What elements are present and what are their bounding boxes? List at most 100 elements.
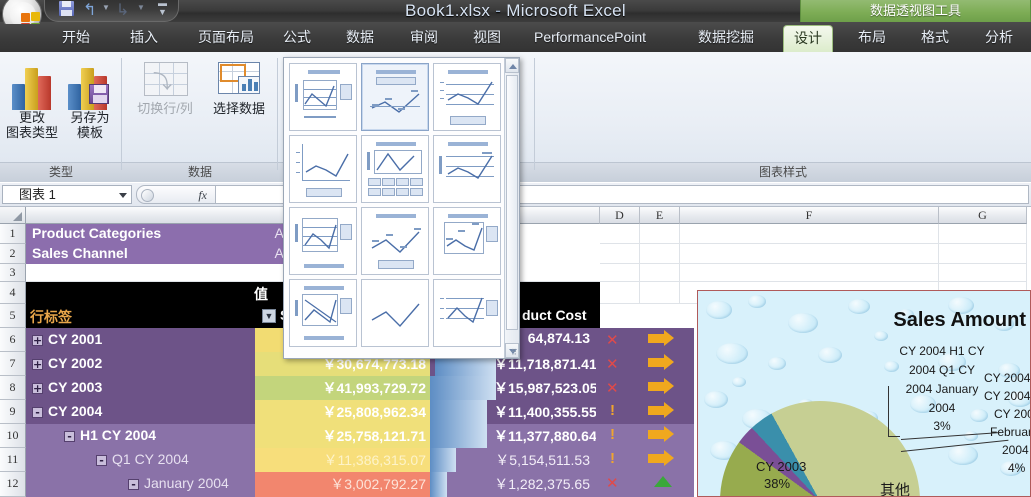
layout-thumb-7[interactable] (289, 207, 357, 275)
expander-icon[interactable]: - (96, 454, 107, 466)
name-box[interactable]: 图表 1 (2, 185, 132, 204)
sales-cell[interactable]: ￥11,386,315.07 (255, 448, 430, 472)
row-labels-filter-icon[interactable]: ▼ (262, 309, 276, 323)
table-row[interactable]: - January 2004 (26, 472, 255, 497)
expander-icon[interactable]: - (64, 430, 75, 442)
column-header-e[interactable]: E (640, 207, 680, 224)
change-chart-type-button[interactable]: 更改 图表类型 (4, 60, 60, 140)
pivot-chart[interactable]: Sales Amount CY 2003 38% 其他 CY 2004 H1 C… (697, 290, 1031, 497)
tab-page-layout[interactable]: 页面布局 (198, 29, 254, 45)
sales-cell[interactable]: ￥41,993,729.72 (255, 376, 430, 400)
expander-icon[interactable]: + (32, 381, 43, 395)
trend-cell (640, 328, 694, 352)
name-box-value: 图表 1 (19, 187, 56, 202)
trend-icon-right (664, 330, 674, 346)
row-header-2[interactable]: 2 (0, 244, 26, 264)
tab-view[interactable]: 视图 (473, 29, 501, 45)
gallery-scroll-thumb[interactable] (506, 75, 518, 330)
table-row[interactable]: + CY 2003 (26, 376, 255, 400)
redo-icon[interactable]: ↳ (116, 2, 130, 19)
tab-formulas[interactable]: 公式 (283, 29, 311, 45)
layout-thumb-10[interactable] (289, 279, 357, 347)
layout-thumb-12[interactable] (433, 279, 501, 347)
row-header-10[interactable]: 10 (0, 424, 26, 448)
office-button[interactable] (2, 0, 42, 24)
expander-icon[interactable]: - (32, 406, 43, 418)
row-header-7[interactable]: 7 (0, 352, 26, 376)
row-header-3[interactable]: 3 (0, 264, 26, 282)
name-box-dropdown-icon[interactable] (119, 193, 127, 198)
layout-thumb-8[interactable] (361, 207, 429, 275)
table-row[interactable]: - CY 2004 (26, 400, 255, 424)
filter-row-sales-channel[interactable]: Sales Channel All (26, 244, 296, 264)
sales-cell[interactable]: ￥25,758,121.71 (255, 424, 430, 448)
layout-thumb-3[interactable] (433, 63, 501, 131)
redo-dropdown-icon[interactable]: ▼ (137, 3, 145, 12)
expander-icon[interactable]: + (32, 357, 43, 371)
row-header-6[interactable]: 6 (0, 328, 26, 352)
tab-analyze[interactable]: 分析 (985, 29, 1013, 45)
gallery-scrollbar[interactable] (504, 58, 519, 358)
sales-cell[interactable]: ￥3,002,792.27 (255, 472, 430, 497)
row-header-9[interactable]: 9 (0, 400, 26, 424)
group-separator-3 (534, 58, 535, 170)
cost-cell[interactable]: ￥11,718,871.41 (496, 352, 596, 376)
column-header-g[interactable]: G (939, 207, 1027, 224)
layout-thumb-6[interactable] (433, 135, 501, 203)
layout-thumb-2[interactable] (361, 63, 429, 131)
tab-home[interactable]: 开始 (62, 29, 90, 45)
filter-row-product-categories[interactable]: Product Categories All (26, 224, 296, 244)
table-row[interactable]: - H1 CY 2004 (26, 424, 255, 448)
save-as-template-label-1: 另存为 (70, 110, 110, 125)
cost-cell[interactable]: ￥11,377,880.64 (496, 424, 596, 448)
layout-thumb-1[interactable] (289, 63, 357, 131)
column-header-d[interactable]: D (600, 207, 640, 224)
save-icon[interactable] (59, 1, 74, 16)
sales-cell[interactable]: ￥25,808,962.34 (255, 400, 430, 424)
insert-function-zone[interactable]: fx (136, 185, 216, 204)
switch-row-column-button[interactable]: ⤵ 切换行/列 (128, 60, 202, 117)
gallery-resize-grip-icon[interactable]: ⠿ (511, 348, 517, 357)
layout-thumb-4[interactable] (289, 135, 357, 203)
column-header-f[interactable]: F (680, 207, 939, 224)
pie-label-jan2004-line3: 2004 January (905, 382, 979, 396)
cost-value: ￥5,154,511.53 (496, 452, 590, 468)
cost-cell[interactable]: ￥15,987,523.05 (496, 376, 596, 400)
tab-format[interactable]: 格式 (921, 29, 949, 45)
tab-performancepoint[interactable]: PerformancePoint (534, 29, 647, 45)
row-header-4[interactable]: 4 (0, 282, 26, 304)
expander-icon[interactable]: + (32, 333, 43, 347)
row-header-11[interactable]: 11 (0, 448, 26, 472)
save-as-template-button[interactable]: 另存为 模板 (62, 60, 118, 140)
tab-review[interactable]: 审阅 (410, 29, 438, 45)
formula-expand-icon[interactable] (141, 189, 154, 202)
row-header-8[interactable]: 8 (0, 376, 26, 400)
select-all-corner[interactable] (0, 207, 26, 224)
tab-layout[interactable]: 布局 (858, 29, 886, 45)
table-row[interactable]: + CY 2001 (26, 328, 255, 352)
layout-thumb-5[interactable] (361, 135, 429, 203)
gallery-scroll-up-button[interactable] (505, 58, 519, 73)
undo-dropdown-icon[interactable]: ▼ (102, 3, 110, 12)
row-header-12[interactable]: 12 (0, 472, 26, 497)
layout-thumb-9[interactable] (433, 207, 501, 275)
tab-data-mining[interactable]: 数据挖掘 (698, 29, 754, 45)
tab-design[interactable]: 设计 (783, 25, 833, 52)
layout-thumb-11[interactable] (361, 279, 429, 347)
expander-icon[interactable]: - (128, 478, 139, 490)
row-header-1[interactable]: 1 (0, 224, 26, 244)
tab-data[interactable]: 数据 (346, 29, 374, 45)
chart-layout-gallery-dropdown[interactable]: ⠿ (283, 57, 520, 359)
row-header-5[interactable]: 5 (0, 304, 26, 328)
cost-cell[interactable]: ￥5,154,511.53 (496, 448, 596, 472)
customize-qat-icon[interactable]: ▬ ▼ (158, 0, 167, 17)
tab-insert[interactable]: 插入 (130, 29, 158, 45)
table-row[interactable]: - Q1 CY 2004 (26, 448, 255, 472)
undo-icon[interactable]: ↰ (83, 2, 97, 19)
cost-cell[interactable]: ￥11,400,355.55 (496, 400, 596, 424)
select-data-label: 选择数据 (212, 101, 265, 116)
select-data-button[interactable]: 选择数据 (204, 60, 274, 117)
gallery-scroll-down-button[interactable] (505, 343, 519, 358)
cost-cell[interactable]: ￥1,282,375.65 (496, 472, 596, 497)
table-row[interactable]: + CY 2002 (26, 352, 255, 376)
